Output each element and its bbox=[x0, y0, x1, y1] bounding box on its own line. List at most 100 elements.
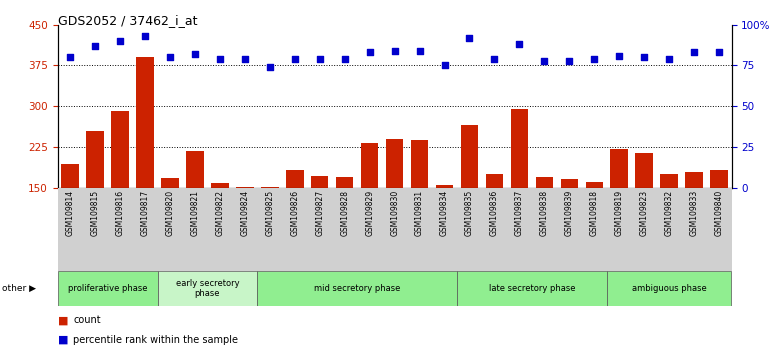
Bar bbox=[407, 188, 432, 271]
Bar bbox=[457, 271, 607, 306]
Point bbox=[713, 50, 725, 55]
Text: GSM109832: GSM109832 bbox=[665, 190, 674, 236]
Bar bbox=[261, 187, 279, 269]
Bar bbox=[132, 188, 158, 271]
Bar bbox=[635, 153, 653, 269]
Bar bbox=[685, 172, 703, 269]
Bar bbox=[536, 177, 553, 269]
Bar bbox=[62, 164, 79, 269]
Point bbox=[363, 50, 376, 55]
Bar bbox=[432, 188, 457, 271]
Text: GSM109822: GSM109822 bbox=[216, 190, 224, 236]
Bar bbox=[607, 188, 631, 271]
Point bbox=[663, 56, 675, 62]
Text: ■: ■ bbox=[58, 315, 69, 325]
Bar bbox=[233, 188, 257, 271]
Point bbox=[239, 56, 251, 62]
Point bbox=[613, 53, 625, 58]
Bar bbox=[482, 188, 507, 271]
Point bbox=[313, 56, 326, 62]
Text: GSM109825: GSM109825 bbox=[266, 190, 274, 236]
Point bbox=[388, 48, 400, 54]
Text: GSM109817: GSM109817 bbox=[141, 190, 149, 236]
Bar bbox=[257, 188, 283, 271]
Point bbox=[64, 55, 76, 60]
Bar bbox=[681, 188, 707, 271]
Point bbox=[514, 41, 526, 47]
Bar bbox=[58, 271, 158, 306]
Bar bbox=[207, 188, 233, 271]
Text: early secretory
phase: early secretory phase bbox=[176, 279, 239, 298]
Bar bbox=[457, 188, 482, 271]
Bar bbox=[257, 271, 457, 306]
Bar bbox=[58, 188, 82, 271]
Point bbox=[464, 35, 476, 41]
Bar bbox=[582, 188, 607, 271]
Text: GSM109819: GSM109819 bbox=[614, 190, 624, 236]
Bar bbox=[186, 151, 204, 269]
Bar bbox=[411, 140, 428, 269]
Bar bbox=[311, 176, 329, 269]
Point bbox=[214, 56, 226, 62]
Bar bbox=[386, 139, 403, 269]
Bar bbox=[707, 188, 732, 271]
Bar bbox=[607, 271, 731, 306]
Text: GSM109830: GSM109830 bbox=[390, 190, 399, 236]
Text: GSM109837: GSM109837 bbox=[515, 190, 524, 236]
Point bbox=[413, 48, 426, 54]
Text: GSM109826: GSM109826 bbox=[290, 190, 300, 236]
Bar bbox=[557, 188, 582, 271]
Text: GSM109823: GSM109823 bbox=[640, 190, 648, 236]
Bar bbox=[561, 179, 578, 269]
Bar bbox=[507, 188, 532, 271]
Point bbox=[164, 55, 176, 60]
Bar bbox=[486, 174, 503, 269]
Text: GSM109818: GSM109818 bbox=[590, 190, 599, 236]
Point bbox=[563, 58, 575, 63]
Bar bbox=[158, 188, 182, 271]
Point bbox=[114, 38, 126, 44]
Bar bbox=[585, 182, 603, 269]
Bar bbox=[631, 188, 657, 271]
Point bbox=[189, 51, 201, 57]
Point bbox=[339, 56, 351, 62]
Text: GSM109840: GSM109840 bbox=[715, 190, 724, 236]
Point bbox=[538, 58, 551, 63]
Text: GSM109816: GSM109816 bbox=[116, 190, 125, 236]
Bar bbox=[136, 57, 154, 269]
Bar bbox=[710, 170, 728, 269]
Bar bbox=[108, 188, 132, 271]
Bar bbox=[211, 183, 229, 269]
Text: GDS2052 / 37462_i_at: GDS2052 / 37462_i_at bbox=[58, 14, 197, 27]
Bar bbox=[182, 188, 207, 271]
Bar bbox=[82, 188, 108, 271]
Text: GSM109833: GSM109833 bbox=[690, 190, 698, 236]
Bar bbox=[86, 131, 104, 269]
Text: GSM109836: GSM109836 bbox=[490, 190, 499, 236]
Point bbox=[588, 56, 601, 62]
Text: ■: ■ bbox=[58, 335, 69, 345]
Text: GSM109820: GSM109820 bbox=[166, 190, 175, 236]
Text: other ▶: other ▶ bbox=[2, 284, 35, 293]
Text: GSM109827: GSM109827 bbox=[315, 190, 324, 236]
Point bbox=[289, 56, 301, 62]
Bar bbox=[158, 271, 257, 306]
Point bbox=[638, 55, 651, 60]
Bar bbox=[112, 110, 129, 269]
Text: GSM109831: GSM109831 bbox=[415, 190, 424, 236]
Text: mid secretory phase: mid secretory phase bbox=[314, 284, 400, 293]
Bar bbox=[611, 149, 628, 269]
Text: GSM109829: GSM109829 bbox=[365, 190, 374, 236]
Bar bbox=[361, 143, 378, 269]
Bar bbox=[436, 185, 454, 269]
Text: GSM109838: GSM109838 bbox=[540, 190, 549, 236]
Point bbox=[139, 33, 151, 39]
Bar bbox=[657, 188, 681, 271]
Bar bbox=[161, 178, 179, 269]
Bar bbox=[236, 187, 253, 269]
Bar bbox=[286, 170, 303, 269]
Point bbox=[488, 56, 500, 62]
Point bbox=[688, 50, 700, 55]
Bar bbox=[357, 188, 382, 271]
Point bbox=[89, 43, 102, 49]
